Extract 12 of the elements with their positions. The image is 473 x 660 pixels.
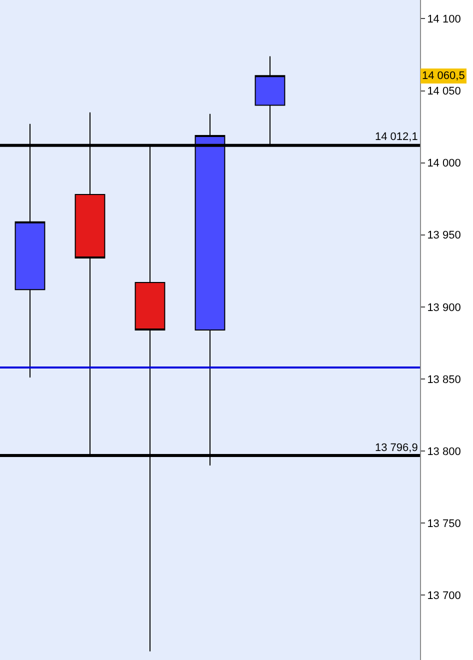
y-tick-label: 13 900 bbox=[427, 302, 461, 314]
y-tick-label: 13 850 bbox=[427, 374, 461, 386]
y-tick-label: 13 800 bbox=[427, 446, 461, 458]
text: 14 060,5 bbox=[422, 70, 465, 82]
y-tick-label: 13 700 bbox=[427, 590, 461, 602]
y-tick-label: 14 100 bbox=[427, 14, 461, 26]
ref-line-label: 14 012,1 bbox=[375, 131, 418, 143]
ref-line-label: 13 796,9 bbox=[375, 442, 418, 454]
y-tick-label: 13 950 bbox=[427, 230, 461, 242]
y-tick-label: 14 050 bbox=[427, 86, 461, 98]
y-tick-label: 13 750 bbox=[427, 518, 461, 530]
y-tick-label: 14 000 bbox=[427, 158, 461, 170]
